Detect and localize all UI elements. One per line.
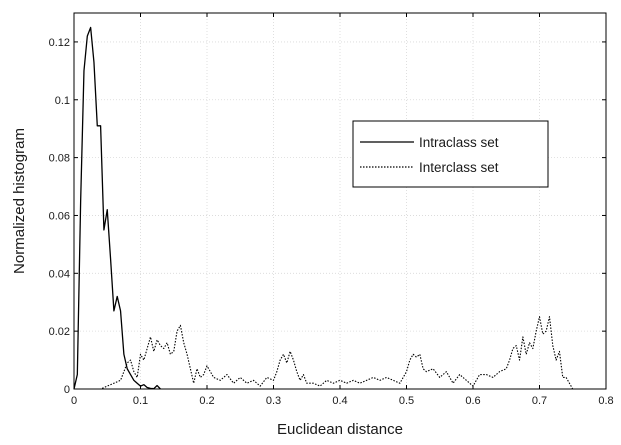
legend-box bbox=[352, 120, 549, 188]
y-tick-label: 0.1 bbox=[55, 95, 70, 107]
tick-labels: 0 0.1 0.2 0.3 0.4 0.5 0.6 0.7 0.8 0 0.02 0.04 0.06 0.… bbox=[49, 37, 614, 407]
x-tick-label: 0 bbox=[71, 395, 77, 407]
x-tick-label: 0.8 bbox=[598, 395, 613, 407]
y-tick-label: 0.12 bbox=[49, 37, 70, 49]
y-tick-label: 0.06 bbox=[49, 210, 70, 222]
x-tick-label: 0.1 bbox=[133, 395, 148, 407]
x-tick-label: 0.7 bbox=[532, 395, 547, 407]
y-tick-label: 0.04 bbox=[49, 268, 70, 280]
y-tick-label: 0.02 bbox=[49, 326, 70, 338]
x-tick-label: 0.6 bbox=[465, 395, 480, 407]
x-tick-label: 0.3 bbox=[266, 395, 281, 407]
y-axis-title: Normalized histogram bbox=[11, 128, 28, 274]
y-tick-label: 0.08 bbox=[49, 153, 70, 165]
axes bbox=[73, 12, 607, 390]
plot-area bbox=[74, 13, 606, 389]
x-tick-label: 0.4 bbox=[332, 395, 347, 407]
legend: Intraclass set Interclass set bbox=[352, 120, 549, 188]
series-line-intraclass bbox=[73, 26, 161, 390]
legend-label-intraclass: Intraclass set bbox=[419, 135, 499, 150]
legend-label-interclass: Interclass set bbox=[419, 160, 499, 175]
x-tick-label: 0.2 bbox=[199, 395, 214, 407]
x-axis-title: Euclidean distance bbox=[277, 421, 403, 438]
y-tick-label: 0 bbox=[64, 384, 70, 396]
x-tick-label: 0.5 bbox=[399, 395, 414, 407]
series-line-interclass bbox=[87, 316, 574, 390]
series-layer bbox=[73, 26, 574, 390]
